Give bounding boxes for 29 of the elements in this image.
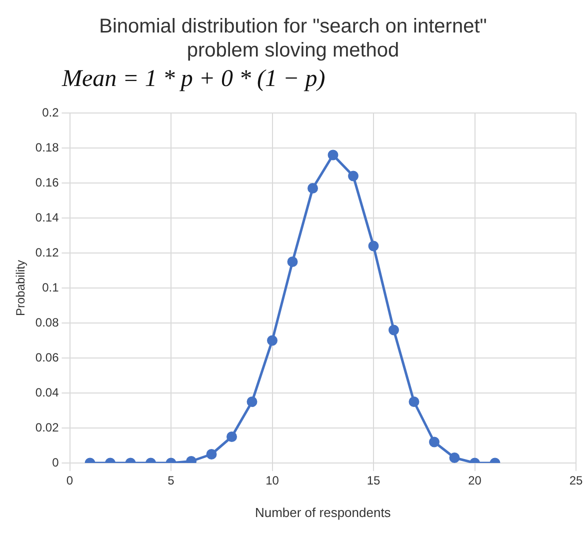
x-axis-title: Number of respondents — [254, 504, 392, 520]
x-tick-label: 0 — [66, 474, 74, 488]
y-tick-label: 0.02 — [35, 420, 60, 434]
point — [368, 240, 379, 252]
x-tick-label: 20 — [468, 474, 482, 488]
y-tick-label: 0.12 — [35, 245, 60, 260]
x-tick-label: 10 — [266, 474, 280, 488]
y-tick-label: 0.18 — [35, 140, 60, 154]
x-tick-label: 15 — [366, 474, 380, 488]
text: Mean = 1 * p + 0 * (1 − p) — [62, 66, 326, 93]
point — [267, 335, 278, 346]
text: Binomial distribution for "search on internet" — [99, 16, 487, 38]
x-tick-label: 5 — [168, 474, 175, 488]
y-tick-label: 0.04 — [35, 385, 60, 400]
y-tick-label: 0.2 — [42, 105, 60, 120]
x-tick-label: 25 — [569, 474, 583, 488]
point — [308, 183, 318, 194]
y-tick-label: 0.08 — [35, 315, 60, 330]
y-tick-label: 0.1 — [42, 280, 60, 294]
point — [348, 170, 359, 182]
y-axis-title: Probability — [14, 260, 28, 316]
point — [287, 256, 298, 267]
point — [388, 324, 399, 336]
point — [328, 150, 338, 160]
y-tick-label: 0.06 — [35, 350, 60, 364]
y-tick-label: 0.14 — [35, 210, 60, 224]
text: problem sloving method — [186, 40, 400, 62]
y-tick-label: 0 — [52, 455, 60, 470]
y-tick-label: 0.16 — [35, 175, 60, 190]
